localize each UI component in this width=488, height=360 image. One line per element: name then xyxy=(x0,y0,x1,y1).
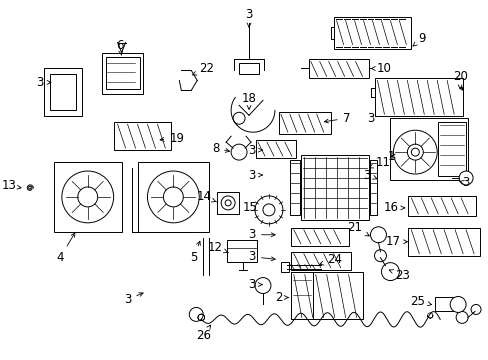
Text: 12: 12 xyxy=(208,241,228,254)
Text: 26: 26 xyxy=(195,325,210,342)
Circle shape xyxy=(455,311,467,323)
Text: 3: 3 xyxy=(366,112,374,125)
Text: 3: 3 xyxy=(248,228,275,241)
Bar xyxy=(434,297,452,311)
Text: 7: 7 xyxy=(324,112,349,125)
Bar xyxy=(290,271,362,319)
Text: 1: 1 xyxy=(387,150,395,163)
Bar xyxy=(137,162,209,232)
Text: 22: 22 xyxy=(192,62,214,75)
Bar xyxy=(399,19,405,46)
Text: 19: 19 xyxy=(160,132,184,145)
Circle shape xyxy=(254,196,283,224)
Circle shape xyxy=(370,227,386,243)
Circle shape xyxy=(78,187,98,207)
Bar xyxy=(369,160,377,215)
Text: 6: 6 xyxy=(116,39,123,55)
Text: 3: 3 xyxy=(363,168,376,181)
Text: 5: 5 xyxy=(189,241,200,264)
Bar xyxy=(217,192,239,214)
Text: 25: 25 xyxy=(409,295,431,308)
Bar xyxy=(343,19,349,46)
Bar xyxy=(407,196,475,216)
Circle shape xyxy=(163,187,183,207)
Circle shape xyxy=(374,250,386,262)
Text: 3: 3 xyxy=(245,8,252,27)
Circle shape xyxy=(147,171,199,223)
Bar xyxy=(437,122,465,176)
Text: 2: 2 xyxy=(275,291,288,304)
Bar xyxy=(359,19,365,46)
Text: 3: 3 xyxy=(37,76,51,89)
Text: 3: 3 xyxy=(248,278,262,291)
Bar xyxy=(375,78,462,116)
Circle shape xyxy=(231,144,246,160)
Text: 15: 15 xyxy=(243,201,258,214)
Text: 3: 3 xyxy=(248,144,262,157)
Text: 16: 16 xyxy=(383,201,404,214)
Text: 24: 24 xyxy=(319,253,341,266)
Bar xyxy=(105,57,139,89)
Circle shape xyxy=(381,263,399,280)
Text: 20: 20 xyxy=(452,70,467,89)
Bar xyxy=(407,228,479,256)
Bar xyxy=(50,75,76,110)
Bar xyxy=(102,53,143,94)
Text: 9: 9 xyxy=(412,32,425,46)
Bar xyxy=(54,162,122,232)
Bar xyxy=(239,63,259,75)
Circle shape xyxy=(233,112,244,124)
Text: 23: 23 xyxy=(388,269,409,282)
Bar xyxy=(390,19,397,46)
Text: 13: 13 xyxy=(2,180,21,193)
Text: 17: 17 xyxy=(385,235,407,248)
Bar xyxy=(389,118,467,180)
Text: 3: 3 xyxy=(248,168,262,181)
Bar xyxy=(383,19,388,46)
Text: 14: 14 xyxy=(196,190,216,203)
Text: 8: 8 xyxy=(211,141,229,155)
Circle shape xyxy=(221,196,235,210)
Text: 21: 21 xyxy=(347,221,368,236)
Bar xyxy=(280,262,288,271)
Bar xyxy=(290,228,348,246)
Bar xyxy=(333,17,410,49)
Text: 11: 11 xyxy=(368,156,390,168)
Circle shape xyxy=(254,278,270,293)
Bar xyxy=(308,59,368,78)
Circle shape xyxy=(61,171,113,223)
Bar xyxy=(351,19,357,46)
Circle shape xyxy=(224,200,231,206)
Circle shape xyxy=(263,204,274,216)
Bar xyxy=(289,160,299,215)
Bar xyxy=(256,140,295,158)
Bar xyxy=(113,122,171,150)
Circle shape xyxy=(470,305,480,314)
Circle shape xyxy=(407,144,423,160)
Bar xyxy=(335,19,341,46)
Bar xyxy=(290,271,312,319)
Circle shape xyxy=(449,297,465,312)
Circle shape xyxy=(458,171,472,185)
Bar xyxy=(375,19,381,46)
Text: 3: 3 xyxy=(458,176,468,189)
Bar xyxy=(367,19,373,46)
Text: 10: 10 xyxy=(370,62,390,75)
Bar xyxy=(44,68,81,116)
Circle shape xyxy=(189,307,203,321)
Text: 18: 18 xyxy=(241,92,256,109)
Bar xyxy=(226,240,257,262)
Bar xyxy=(290,252,350,270)
Bar xyxy=(278,112,330,134)
Bar xyxy=(300,155,368,220)
Text: 3: 3 xyxy=(248,250,275,263)
Text: 4: 4 xyxy=(56,233,75,264)
Circle shape xyxy=(410,148,418,156)
Circle shape xyxy=(393,130,436,174)
Text: 3: 3 xyxy=(124,293,143,306)
